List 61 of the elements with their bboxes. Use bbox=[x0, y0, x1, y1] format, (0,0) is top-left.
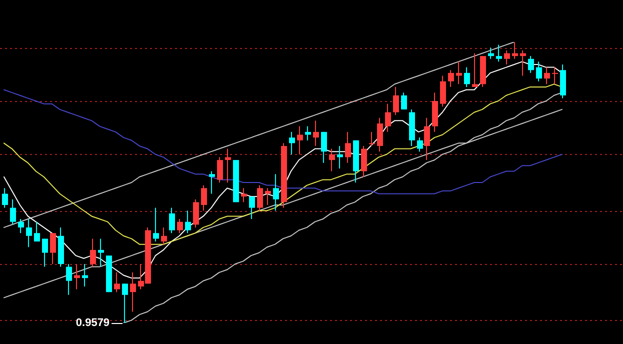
candlestick bbox=[417, 137, 423, 152]
candlestick bbox=[217, 156, 223, 183]
candlestick bbox=[297, 126, 303, 155]
candlestick bbox=[66, 263, 72, 296]
candlestick bbox=[185, 210, 191, 234]
candlestick bbox=[528, 56, 534, 74]
candlestick bbox=[26, 218, 32, 248]
candlestick bbox=[193, 198, 199, 228]
candlestick bbox=[305, 126, 311, 141]
candlestick bbox=[225, 148, 231, 183]
candlestick bbox=[209, 170, 215, 194]
candlestick bbox=[361, 145, 367, 178]
candlestick bbox=[329, 148, 335, 172]
candlestick bbox=[424, 117, 430, 161]
candlestick bbox=[201, 184, 207, 212]
candlestick bbox=[369, 131, 375, 146]
candlestick bbox=[448, 70, 454, 88]
candlestick bbox=[472, 52, 478, 88]
candlestick bbox=[153, 207, 159, 242]
candlestick bbox=[273, 174, 279, 212]
candlestick bbox=[10, 198, 16, 226]
candlestick bbox=[520, 50, 526, 76]
candlestick bbox=[289, 131, 295, 155]
candlestick bbox=[90, 238, 96, 268]
candlestick bbox=[401, 92, 407, 110]
candlestick bbox=[544, 66, 550, 85]
candlestick bbox=[265, 188, 271, 206]
candlestick bbox=[42, 238, 48, 268]
candlestick bbox=[241, 188, 247, 203]
candlestick bbox=[393, 86, 399, 116]
candlestick bbox=[536, 61, 542, 82]
candlestick bbox=[512, 42, 518, 60]
candlestick bbox=[440, 75, 446, 108]
annotation: 0.9579 bbox=[76, 317, 110, 330]
candlestick bbox=[74, 263, 80, 290]
candlestick bbox=[385, 103, 391, 132]
candlestick bbox=[98, 238, 104, 268]
candlestick bbox=[496, 44, 502, 62]
candlestick bbox=[456, 61, 462, 85]
candlestick bbox=[114, 272, 120, 293]
candlestick bbox=[82, 263, 88, 287]
candlestick bbox=[169, 207, 175, 234]
candlestick bbox=[249, 196, 255, 220]
candlestick bbox=[464, 66, 470, 88]
candlestick bbox=[34, 221, 40, 242]
candlestick bbox=[377, 117, 383, 152]
candlestick bbox=[2, 188, 8, 208]
candlestick bbox=[345, 131, 351, 164]
candlestick bbox=[161, 226, 167, 245]
candlestick bbox=[321, 131, 327, 164]
candlestick bbox=[177, 218, 183, 234]
candlestick bbox=[504, 50, 510, 65]
candlestick bbox=[18, 218, 24, 234]
candlestick bbox=[130, 272, 136, 312]
candlestick bbox=[122, 283, 128, 324]
candlestick bbox=[313, 120, 319, 146]
candlestick bbox=[488, 47, 494, 60]
candlestick bbox=[257, 184, 263, 212]
candlestick bbox=[552, 66, 558, 85]
candlestick bbox=[337, 145, 343, 169]
candlestick bbox=[50, 232, 56, 264]
